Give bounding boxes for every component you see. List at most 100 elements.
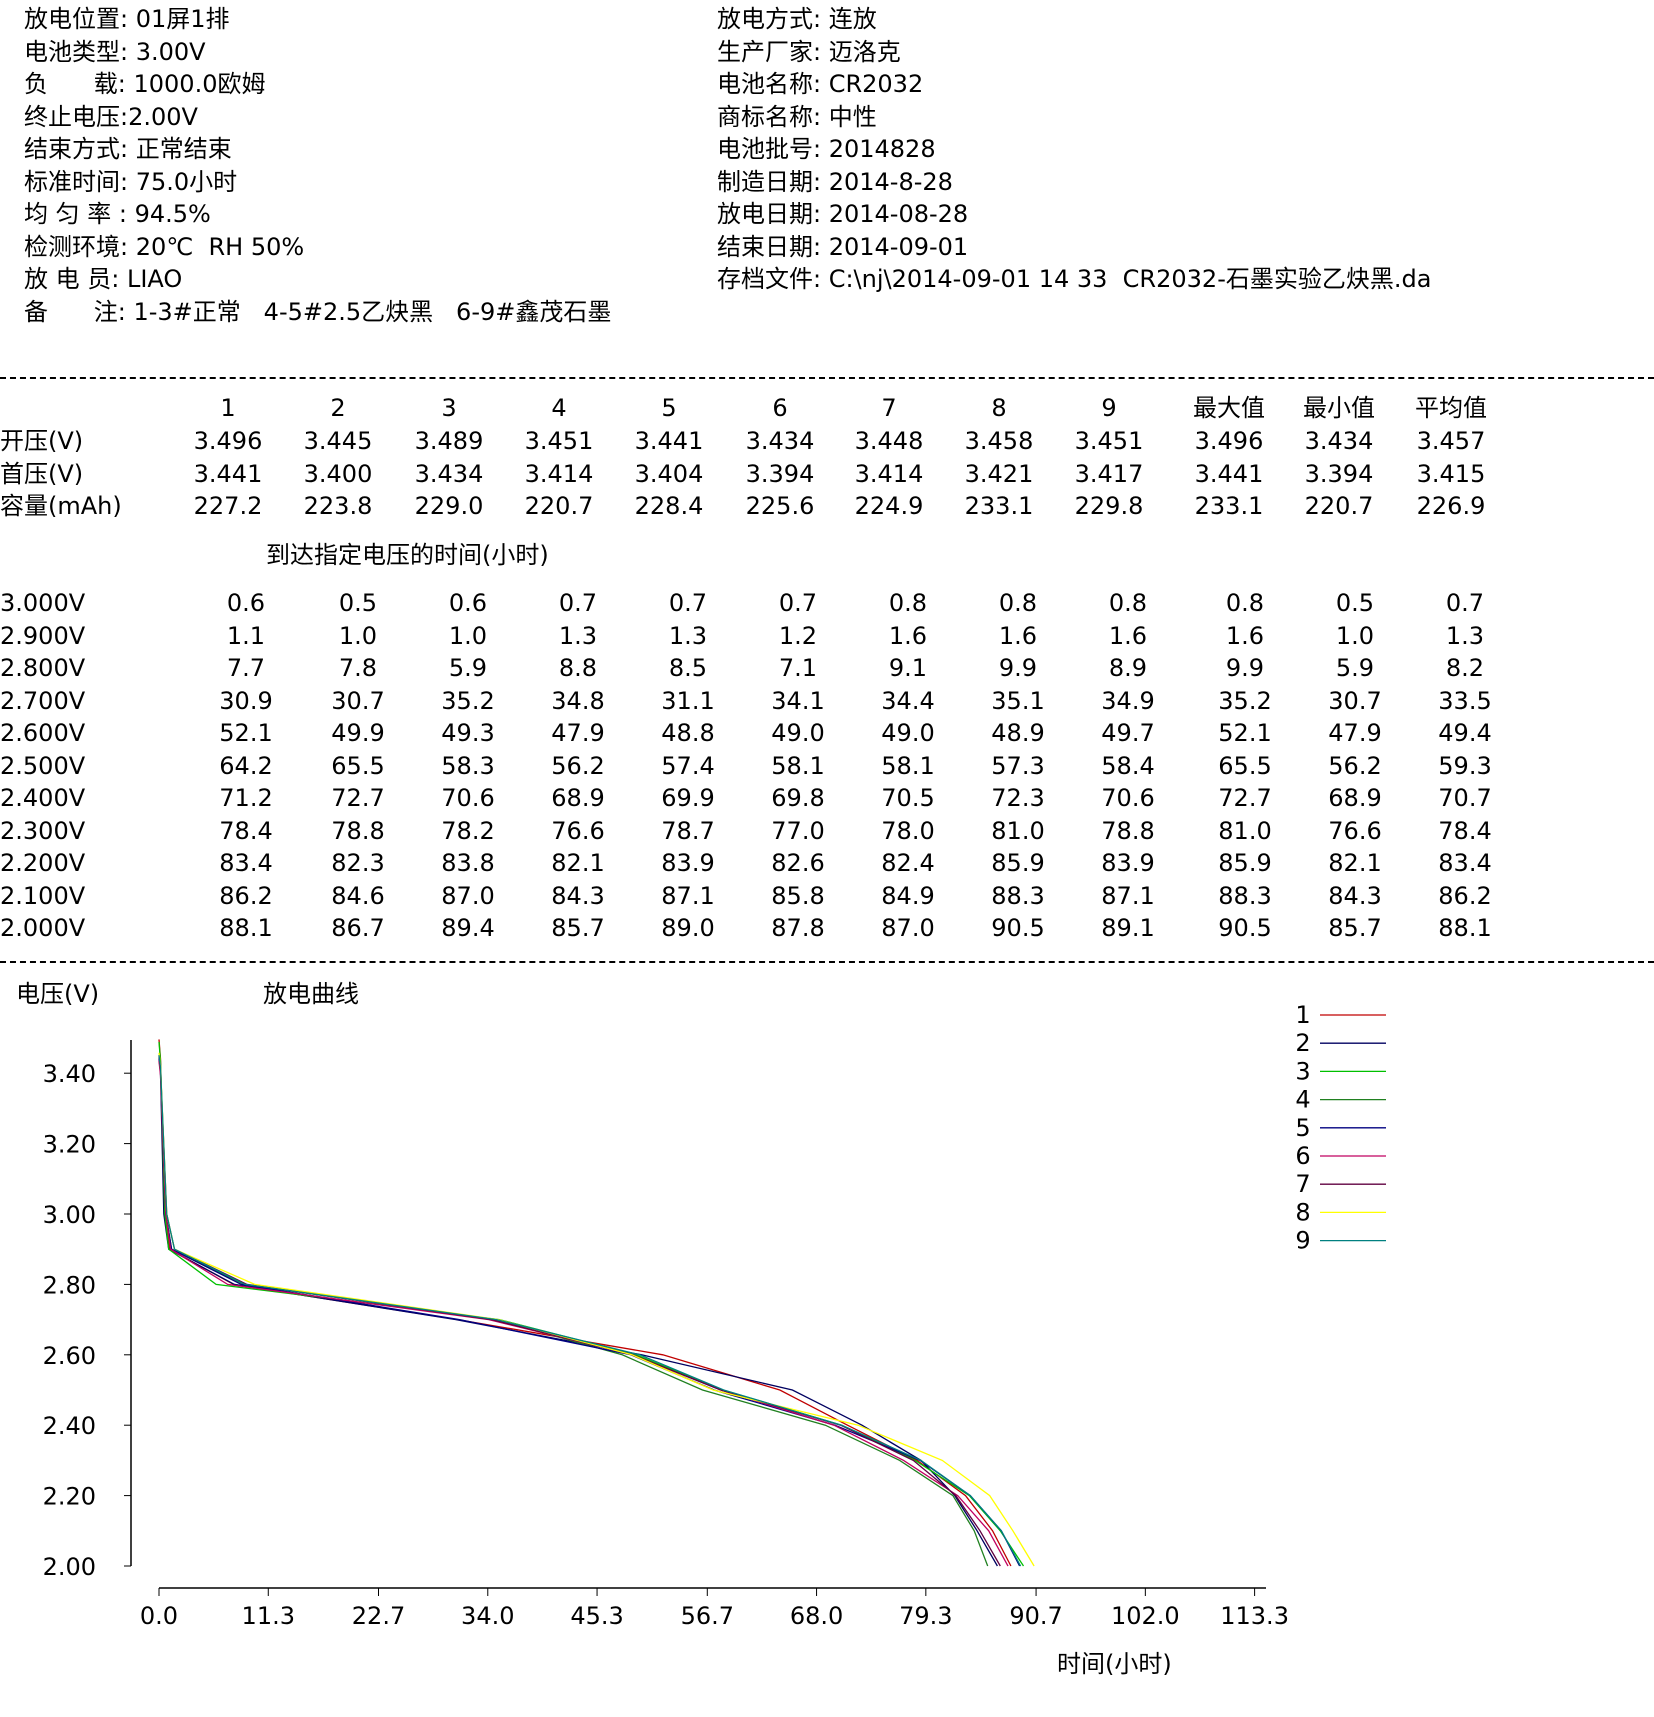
- column-header: 平均值: [1415, 394, 1487, 422]
- table-cell: 1.0: [1335, 621, 1375, 650]
- header-right-field: 结束日期: 2014-09-01: [717, 232, 969, 261]
- table-cell: 86.2: [1438, 881, 1492, 910]
- table-cell: 68.9: [551, 784, 605, 812]
- table-cell: 233.1: [1194, 492, 1264, 520]
- voltage-label: 2.800V: [0, 654, 86, 682]
- table-cell: 88.1: [1438, 914, 1492, 942]
- column-header: 最大值: [1193, 394, 1265, 422]
- table-cell: 8.8: [558, 654, 598, 682]
- table-cell: 9.1: [888, 654, 928, 682]
- table-cell: 1.3: [668, 621, 708, 650]
- header-right-field: 电池名称: CR2032: [717, 70, 924, 98]
- table-cell: 3.451: [1074, 427, 1144, 455]
- series-line-6: [158, 1061, 1009, 1567]
- header-right-field: 生产厂家: 迈洛克: [717, 37, 901, 66]
- table-cell: 3.394: [1304, 459, 1374, 488]
- x-tick-label: 79.3: [899, 1602, 952, 1630]
- table-cell: 1.1: [226, 621, 266, 650]
- table-cell: 229.0: [414, 492, 484, 520]
- table-cell: 3.445: [303, 427, 373, 455]
- legend-label: 3: [1295, 1057, 1310, 1085]
- y-tick-label: 3.00: [43, 1201, 96, 1229]
- table-cell: 88.3: [991, 881, 1045, 910]
- row-label: 首压(V): [0, 459, 84, 488]
- table-cell: 3.441: [634, 427, 704, 455]
- voltage-label: 2.000V: [0, 914, 86, 942]
- x-tick-label: 68.0: [790, 1602, 843, 1630]
- table-cell: 56.2: [551, 751, 605, 780]
- table-cell: 3.457: [1416, 427, 1486, 455]
- legend-label: 1: [1295, 1001, 1310, 1029]
- header-right-field: 放电方式: 连放: [717, 5, 877, 33]
- table-cell: 233.1: [964, 492, 1034, 520]
- table-cell: 3.415: [1416, 459, 1486, 488]
- x-tick-label: 45.3: [570, 1602, 623, 1630]
- table-cell: 0.8: [1108, 589, 1148, 617]
- table-cell: 3.496: [193, 427, 263, 455]
- x-tick-label: 0.0: [140, 1602, 178, 1630]
- table-cell: 34.1: [771, 686, 825, 715]
- table-cell: 0.8: [1225, 589, 1265, 617]
- table-cell: 1.6: [998, 621, 1038, 650]
- table-cell: 85.7: [1328, 914, 1382, 942]
- header-left-field: 均 匀 率 : 94.5%: [24, 200, 211, 228]
- table-cell: 1.3: [558, 621, 598, 650]
- table-cell: 52.1: [1218, 719, 1272, 747]
- table-cell: 83.9: [661, 849, 715, 877]
- table-cell: 57.4: [661, 751, 715, 780]
- table-cell: 7.7: [226, 654, 266, 682]
- table-cell: 87.0: [441, 881, 495, 910]
- x-tick-label: 113.3: [1220, 1602, 1289, 1630]
- table-cell: 86.7: [331, 914, 385, 942]
- divider: [0, 377, 1654, 379]
- table-cell: 78.8: [1101, 816, 1155, 845]
- table-cell: 3.441: [193, 459, 263, 488]
- row-label: 容量(mAh): [0, 492, 122, 520]
- table-cell: 34.8: [551, 686, 605, 715]
- table-cell: 3.417: [1074, 459, 1144, 488]
- table-cell: 49.9: [331, 719, 385, 747]
- table-cell: 3.496: [1194, 427, 1264, 455]
- table-cell: 35.1: [991, 686, 1045, 715]
- header-left-field: 电池类型: 3.00V: [24, 37, 206, 66]
- table-cell: 5.9: [448, 654, 488, 682]
- table-cell: 83.8: [441, 849, 495, 877]
- table-cell: 85.7: [551, 914, 605, 942]
- table-cell: 78.7: [661, 816, 715, 845]
- table-cell: 78.8: [331, 816, 385, 845]
- table-cell: 77.0: [771, 816, 825, 845]
- table-cell: 7.1: [778, 654, 818, 682]
- legend-label: 7: [1295, 1170, 1310, 1198]
- column-header: 8: [991, 394, 1007, 422]
- table-cell: 57.3: [991, 751, 1045, 780]
- table-cell: 90.5: [991, 914, 1045, 942]
- table-cell: 3.400: [303, 459, 373, 488]
- series-line-3: [158, 1041, 1025, 1567]
- table-cell: 85.8: [771, 881, 825, 910]
- table-cell: 65.5: [331, 751, 385, 780]
- table-cell: 3.441: [1194, 459, 1264, 488]
- y-tick-label: 2.00: [43, 1553, 96, 1581]
- table-cell: 3.434: [745, 427, 815, 455]
- table-cell: 82.1: [1328, 849, 1382, 877]
- voltage-label: 2.100V: [0, 881, 86, 910]
- header-left-field: 标准时间: 75.0小时: [24, 167, 238, 196]
- table-cell: 220.7: [524, 492, 594, 520]
- series-line-4: [158, 1055, 989, 1567]
- table-cell: 49.0: [881, 719, 935, 747]
- table-cell: 3.448: [854, 427, 924, 455]
- table-cell: 85.9: [1218, 849, 1272, 877]
- column-header: 5: [661, 394, 677, 422]
- table-cell: 3.414: [524, 459, 594, 488]
- table-cell: 70.6: [1101, 784, 1155, 812]
- table-cell: 0.7: [778, 589, 818, 617]
- series-line-9: [158, 1055, 1022, 1567]
- table-cell: 49.3: [441, 719, 495, 747]
- header-right-field: 电池批号: 2014828: [717, 135, 936, 163]
- y-tick-label: 2.60: [43, 1342, 96, 1370]
- table-cell: 83.9: [1101, 849, 1155, 877]
- table-cell: 82.1: [551, 849, 605, 877]
- table-cell: 88.1: [219, 914, 273, 942]
- table-cell: 85.9: [991, 849, 1045, 877]
